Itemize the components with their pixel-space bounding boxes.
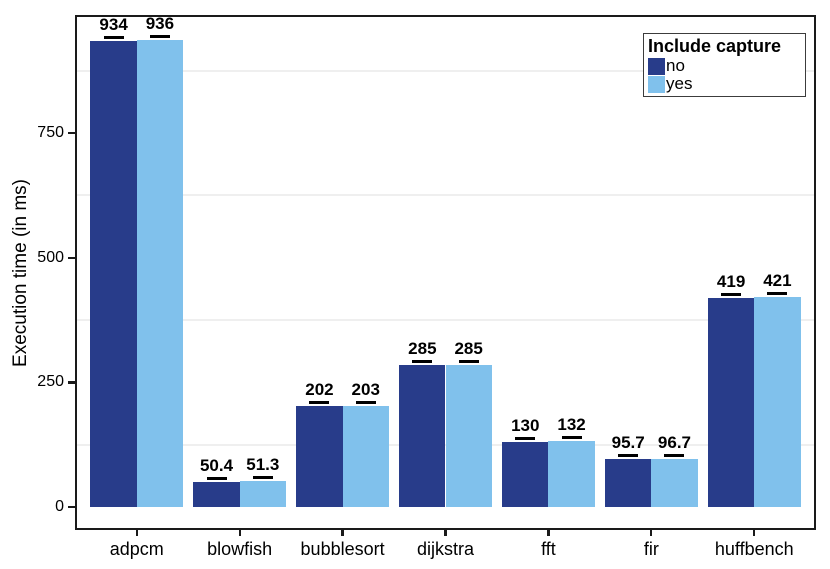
x-axis-tick xyxy=(135,530,138,536)
y-tick-label: 250 xyxy=(37,373,64,391)
error-bar-cap xyxy=(206,476,227,480)
bar-no-bubblesort xyxy=(296,406,343,507)
x-tick-label: adpcm xyxy=(109,539,164,559)
x-axis-tick xyxy=(650,530,653,536)
error-bar-cap xyxy=(103,36,124,40)
bar-value-label: 202 xyxy=(305,380,334,400)
legend-item-no: no xyxy=(648,57,801,75)
bar-value-label: 50.4 xyxy=(199,455,234,475)
bar-value-label: 419 xyxy=(716,272,746,292)
bar-no-fir xyxy=(605,459,652,507)
error-bar-cap xyxy=(515,437,536,441)
bar-value-label: 96.7 xyxy=(657,432,692,452)
x-axis-tick xyxy=(444,530,447,536)
bar-value-label: 934 xyxy=(99,15,128,35)
bar-yes-bubblesort xyxy=(342,405,389,507)
error-bar-cap xyxy=(309,401,330,405)
minor-gridline xyxy=(75,319,816,321)
legend-item-label: yes xyxy=(666,74,693,93)
bar-yes-adpcm xyxy=(136,40,184,507)
error-bar-cap xyxy=(721,293,742,297)
bar-value-label: 95.7 xyxy=(611,433,645,453)
error-bar-cap xyxy=(149,35,170,39)
error-bar-cap xyxy=(355,400,376,404)
y-axis-title: Execution time (in ms) xyxy=(8,15,34,530)
x-axis-tick xyxy=(238,530,241,536)
bar-value-label: 421 xyxy=(763,271,792,291)
bar-value-label: 130 xyxy=(511,416,540,436)
bar-no-adpcm xyxy=(90,41,137,507)
bar-value-label: 132 xyxy=(557,415,586,435)
legend-item-yes: yes xyxy=(648,75,801,93)
bar-yes-fft xyxy=(548,441,595,507)
x-tick-label: huffbench xyxy=(714,539,794,559)
bar-value-label: 285 xyxy=(408,338,437,358)
bar-value-label: 285 xyxy=(454,338,483,358)
legend-swatch-no xyxy=(648,57,665,75)
bar-yes-blowfish xyxy=(239,481,286,507)
y-tick-label: 750 xyxy=(37,124,64,141)
y-axis-tick xyxy=(68,132,75,135)
bar-yes-fir xyxy=(651,458,698,507)
x-tick-label: fft xyxy=(541,539,556,559)
bar-value-label: 936 xyxy=(145,14,175,34)
x-tick-label: bubblesort xyxy=(300,539,385,559)
legend-swatch-yes xyxy=(648,75,665,93)
y-tick-label: 500 xyxy=(37,248,64,266)
y-axis-title-text: Execution time (in ms) xyxy=(10,178,31,367)
error-bar-cap xyxy=(767,292,788,296)
error-bar-cap xyxy=(412,359,433,363)
bar-value-label: 203 xyxy=(351,379,380,399)
legend-title: Include capture xyxy=(648,36,782,56)
y-axis-tick xyxy=(68,506,75,509)
y-axis-tick xyxy=(68,381,75,384)
bar-yes-huffbench xyxy=(754,297,801,507)
error-bar-cap xyxy=(458,359,479,363)
error-bar-cap xyxy=(618,454,639,458)
x-axis-tick xyxy=(341,530,344,536)
x-tick-label: dijkstra xyxy=(416,539,474,559)
x-tick-label: fir xyxy=(643,539,659,559)
error-bar-cap xyxy=(664,453,685,457)
legend-item-label: no xyxy=(666,56,685,75)
legend: Include capture no yes xyxy=(643,33,806,97)
bar-no-fft xyxy=(502,442,549,507)
minor-gridline xyxy=(75,69,816,72)
legend-items: no yes xyxy=(648,57,801,93)
bar-value-label: 51.3 xyxy=(246,455,280,475)
bar-yes-dijkstra xyxy=(445,364,492,507)
bar-no-dijkstra xyxy=(399,364,446,507)
error-bar-cap xyxy=(252,476,273,480)
y-tick-label: 0 xyxy=(55,498,64,515)
x-axis-tick xyxy=(547,530,550,536)
bar-no-blowfish xyxy=(193,481,240,507)
y-axis-tick xyxy=(68,256,75,259)
error-bar-cap xyxy=(561,436,582,440)
x-tick-label: blowfish xyxy=(207,539,273,559)
x-axis-tick xyxy=(753,530,756,536)
minor-gridline xyxy=(75,194,816,197)
bar-no-huffbench xyxy=(707,298,755,507)
